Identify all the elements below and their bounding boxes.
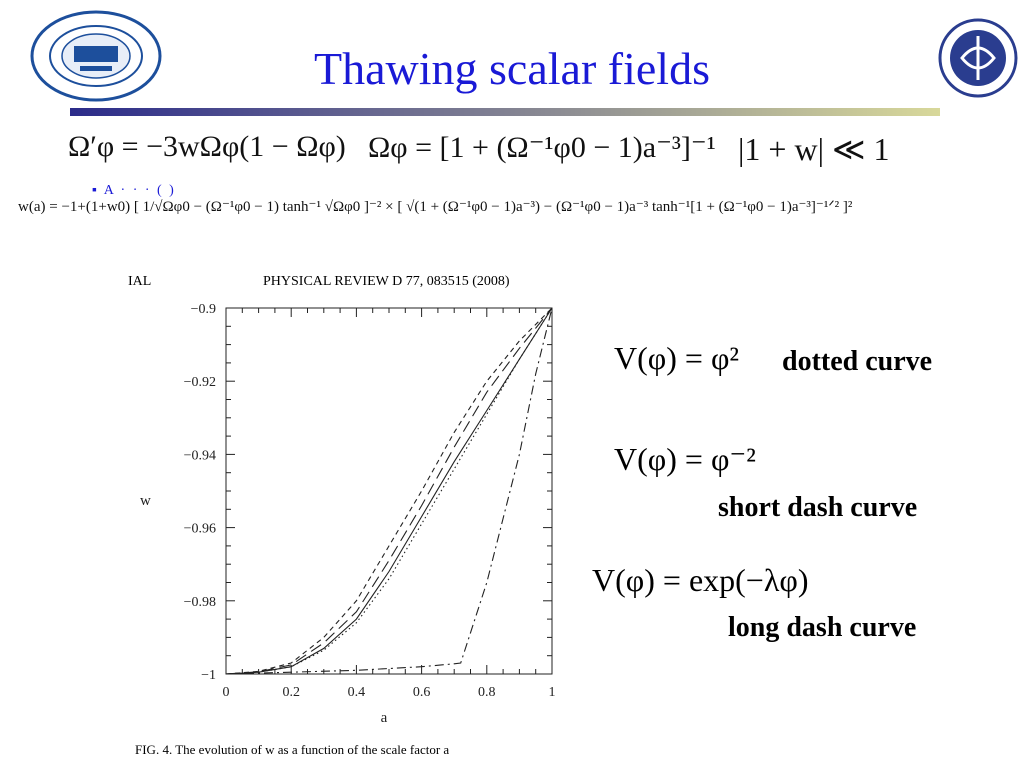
series-line-long-dash [225, 307, 553, 675]
y-tick-label: −0.96 [184, 522, 216, 537]
y-tick-label: −0.9 [191, 302, 216, 317]
w-evolution-chart: 0 0.2 0.4 0.6 0.8 1 −0.9 −0.92 −0.94 −0.96 −0.98 −1… [140, 302, 556, 726]
y-tick-label: −0.92 [184, 375, 216, 390]
physics-school-seal-icon [938, 18, 1018, 98]
partial-bullet-text: ▪ A · · · ( ) [92, 183, 176, 198]
omega-phi-equation: Ωφ = [1 + (Ω⁻¹φ0 − 1)a⁻³]⁻¹ [368, 131, 716, 164]
potential-formula-3: V(φ) = exp(−λφ) [592, 562, 809, 598]
y-axis-label: w [140, 493, 151, 509]
paper-header-left: IAL [128, 274, 152, 289]
series-line-dotted [225, 307, 553, 675]
y-tick-label: −0.94 [184, 448, 216, 463]
x-tick-label: 0.8 [478, 685, 496, 700]
slow-roll-condition: |1 + w| ≪ 1 [738, 131, 890, 167]
series-line-solid [225, 307, 553, 675]
university-seal-icon [30, 10, 162, 102]
omega-derivative-equation: Ω′φ = −3wΩφ(1 − Ωφ) [68, 130, 346, 163]
potential-label-2: short dash curve [718, 492, 918, 523]
series-line-short-dash [225, 307, 553, 675]
paper-header-journal: PHYSICAL REVIEW D 77, 083515 (2008) [263, 274, 510, 289]
x-tick-label: 1 [549, 685, 556, 700]
x-axis-label: a [381, 710, 388, 726]
figure-caption: FIG. 4. The evolution of w as a function… [135, 742, 450, 756]
x-tick-label: 0 [223, 685, 230, 700]
x-tick-label: 0.4 [348, 685, 366, 700]
slide-title: Thawing scalar fields [314, 43, 710, 94]
series-line-dash-dot [225, 307, 553, 675]
y-tick-label: −1 [201, 668, 216, 683]
potential-formula-1: V(φ) = φ² [614, 340, 739, 376]
plot-frame [225, 307, 553, 675]
potential-label-1: dotted curve [782, 346, 933, 377]
x-tick-label: 0.2 [282, 685, 300, 700]
potential-label-3: long dash curve [728, 612, 917, 643]
potential-formula-2: V(φ) = φ⁻² [614, 441, 756, 477]
w-of-a-equation: w(a) = −1+(1+w0) [ 1/√Ωφ0 − (Ω⁻¹φ0 − 1) … [18, 199, 853, 215]
x-tick-label: 0.6 [413, 685, 431, 700]
title-underline [70, 108, 940, 116]
y-tick-label: −0.98 [184, 595, 216, 610]
